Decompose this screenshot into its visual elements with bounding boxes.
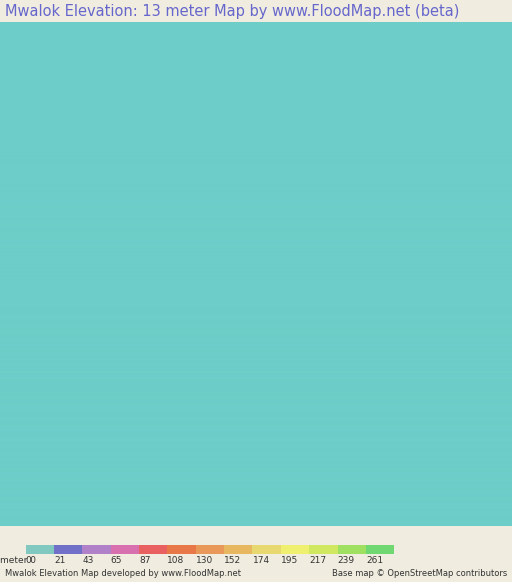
- Bar: [337, 545, 366, 554]
- Bar: [111, 545, 139, 554]
- Text: 152: 152: [224, 555, 241, 565]
- Bar: [167, 545, 196, 554]
- Text: meter 0: meter 0: [0, 555, 36, 565]
- Bar: [82, 545, 111, 554]
- Bar: [26, 545, 54, 554]
- Text: 239: 239: [337, 555, 355, 565]
- Bar: [54, 545, 82, 554]
- Bar: [281, 545, 309, 554]
- Text: 21: 21: [54, 555, 66, 565]
- Text: 0: 0: [26, 555, 31, 565]
- Text: 195: 195: [281, 555, 298, 565]
- Text: 174: 174: [252, 555, 270, 565]
- Bar: [252, 545, 281, 554]
- Text: 217: 217: [309, 555, 326, 565]
- Bar: [139, 545, 167, 554]
- Bar: [224, 545, 252, 554]
- Text: 261: 261: [366, 555, 383, 565]
- Text: 43: 43: [82, 555, 94, 565]
- Bar: [196, 545, 224, 554]
- Bar: [366, 545, 394, 554]
- Text: 130: 130: [196, 555, 213, 565]
- Text: 87: 87: [139, 555, 151, 565]
- Text: Mwalok Elevation: 13 meter Map by www.FloodMap.net (beta): Mwalok Elevation: 13 meter Map by www.Fl…: [5, 3, 459, 19]
- Text: 65: 65: [111, 555, 122, 565]
- Text: 108: 108: [167, 555, 185, 565]
- Text: Mwalok Elevation Map developed by www.FloodMap.net: Mwalok Elevation Map developed by www.Fl…: [5, 569, 241, 578]
- Bar: [309, 545, 337, 554]
- Text: Base map © OpenStreetMap contributors: Base map © OpenStreetMap contributors: [332, 569, 507, 578]
